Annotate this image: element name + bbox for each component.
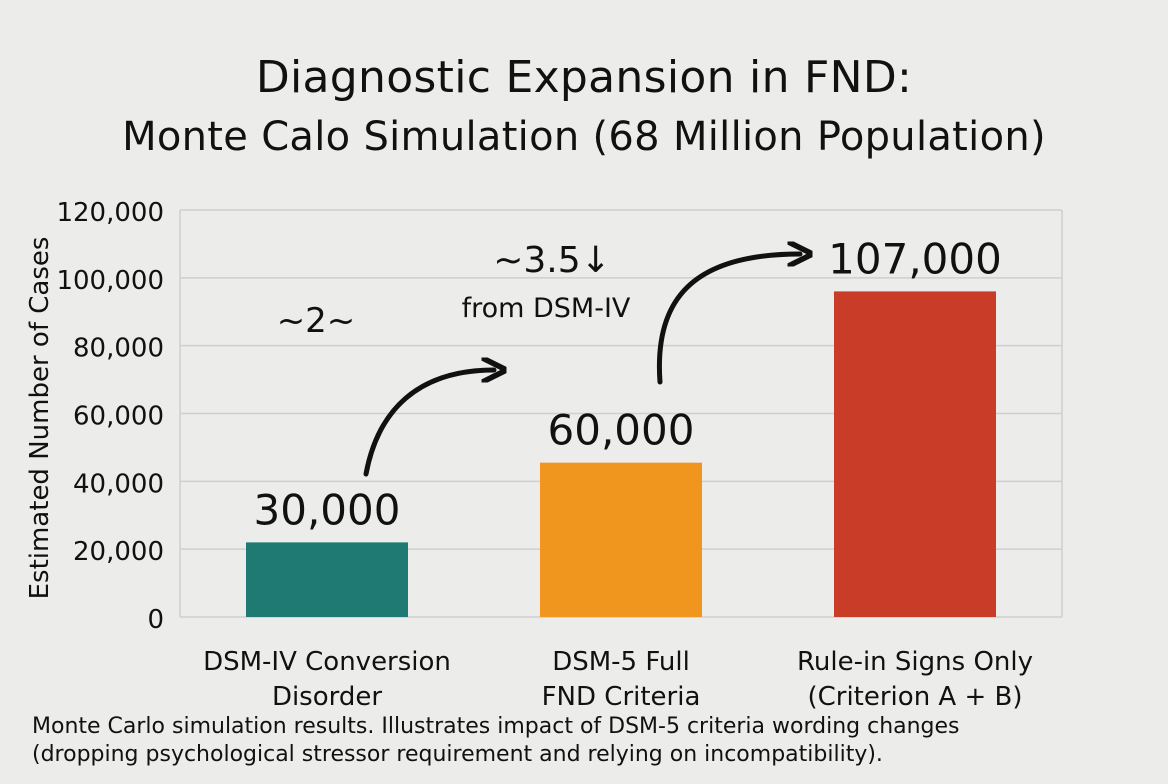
y-tick-label: 0: [147, 605, 164, 635]
x-tick-label: FND Criteria: [542, 682, 701, 712]
figure-caption-line-1: Monte Carlo simulation results. Illustra…: [32, 714, 960, 739]
y-axis-label: Estimated Number of Cases: [25, 237, 55, 600]
y-tick-label: 40,000: [73, 469, 164, 499]
y-tick-label: 20,000: [73, 537, 164, 567]
bar: [246, 542, 408, 617]
annotation-from-dsm-iv: from DSM-IV: [462, 293, 631, 324]
data-label: 107,000: [828, 234, 1002, 283]
x-tick-label: (Criterion A + B): [807, 682, 1022, 712]
y-tick-label: 120,000: [56, 198, 164, 228]
chart-title-line-2: Monte Calo Simulation (68 Million Popula…: [122, 114, 1046, 160]
x-tick-label: DSM-5 Full: [552, 647, 690, 677]
arrow-1: [363, 370, 494, 477]
data-label: 60,000: [548, 406, 695, 455]
bar: [540, 462, 702, 617]
x-tick-label: DSM-IV Conversion: [203, 647, 451, 677]
y-tick-label: 80,000: [73, 334, 164, 364]
annotation-ratio-2: ~3.5↓: [493, 240, 611, 281]
figure-caption-line-2: (dropping psychological stressor require…: [32, 742, 883, 767]
arrow-2: [656, 254, 800, 385]
x-tick-label: Disorder: [272, 682, 382, 712]
chart-title-line-1: Diagnostic Expansion in FND:: [255, 52, 913, 103]
bar: [834, 291, 996, 617]
y-tick-label: 60,000: [73, 402, 164, 432]
x-tick-label: Rule-in Signs Only: [797, 647, 1033, 677]
data-label: 30,000: [254, 485, 401, 534]
y-tick-label: 100,000: [56, 266, 164, 296]
annotation-ratio-1: ~2~: [277, 301, 356, 341]
